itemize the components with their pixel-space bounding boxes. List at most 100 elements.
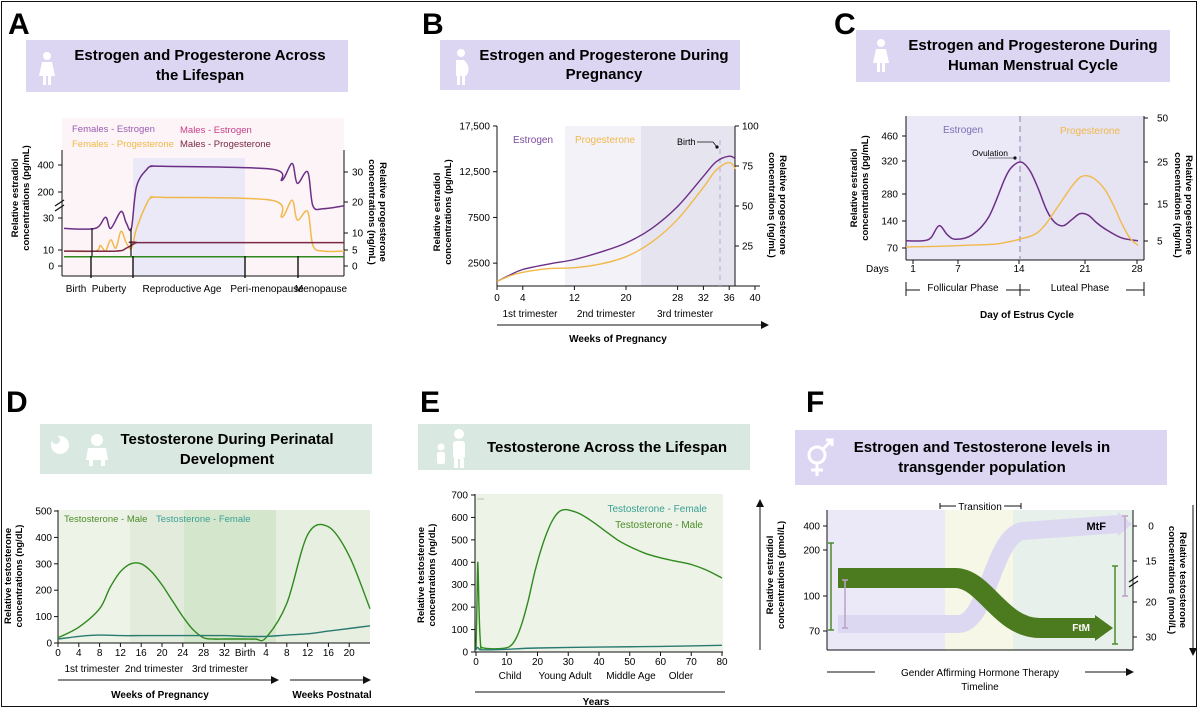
x-tick-label: 28 bbox=[198, 648, 210, 659]
panel-b-ylabel-left-2: concentrations (pg/mL) bbox=[443, 159, 454, 265]
x-tick-label: 80 bbox=[716, 657, 728, 668]
y-tick-label: 100 bbox=[35, 612, 52, 623]
y-tick-label: 400 bbox=[35, 533, 52, 544]
panel-a-stage-labels: Birth Puberty Reproductive Age Peri-menopau… bbox=[66, 284, 348, 295]
y-tick-label: 50 bbox=[742, 202, 754, 213]
panel-d: D Testosterone During Perinatal Developm… bbox=[3, 386, 372, 701]
series-line-progesterone bbox=[496, 161, 737, 283]
x-tick-label: 16 bbox=[323, 648, 335, 659]
timeline-label-bg bbox=[875, 665, 1085, 677]
panel-f-ylabel-right-2: concentrations (nmol/L) bbox=[1166, 526, 1177, 634]
phase-label-bg bbox=[920, 280, 1006, 294]
panel-d-ylabel-2: concentrations (ng/dL) bbox=[14, 525, 25, 628]
panel-c-xlabel: Day of Estrus Cycle bbox=[980, 310, 1074, 321]
x-tick-label: 8 bbox=[284, 648, 290, 659]
panel-a-title-line1: Estrogen and Progesterone Across bbox=[74, 47, 325, 64]
x-tick-label: 40 bbox=[749, 293, 761, 304]
panel-c-ovulation-label: Ovulation bbox=[972, 148, 1008, 158]
panel-b-ylabel-right-1: Relative progesterone bbox=[777, 155, 788, 255]
panel-c-luteal-shade bbox=[1020, 116, 1144, 260]
series-line-testosterone-female bbox=[57, 625, 371, 640]
y-tick-label: 30 bbox=[1145, 633, 1157, 644]
fetus-icon bbox=[51, 436, 69, 454]
panel-e-age-labels: Child Young Adult Middle Age Older bbox=[499, 671, 694, 682]
panel-f-transition-label: Transition bbox=[958, 502, 1002, 513]
trimester-label: 2nd trimester bbox=[577, 309, 636, 320]
y-tick-label: 15 bbox=[1145, 557, 1157, 568]
panel-c-phase-bracket bbox=[905, 282, 1145, 296]
panel-a-reproductive-shade bbox=[133, 158, 245, 276]
y-tick-label: 25 bbox=[1157, 158, 1169, 169]
series-line-testosterone-female bbox=[475, 644, 723, 651]
x-tick-label: 50 bbox=[624, 657, 636, 668]
panel-c-ylabel-left-1: Relative estradiol bbox=[849, 149, 860, 228]
panel-a-title-line2: the Lifespan bbox=[156, 67, 244, 84]
y-tick-label: 70 bbox=[809, 627, 821, 638]
panel-f-letter: F bbox=[806, 386, 824, 419]
panel-d-series bbox=[57, 523, 371, 642]
gender-symbol-icon bbox=[807, 438, 834, 476]
axis-break-mark bbox=[54, 199, 65, 207]
y-tick-label: 500 bbox=[451, 535, 468, 546]
x-tick-label: 20 bbox=[620, 293, 632, 304]
panel-a-ylabel-right-1: Relative progesterone bbox=[377, 162, 388, 262]
y-tick-label: 10 bbox=[352, 229, 364, 240]
panel-d-third-trimester-shade bbox=[184, 510, 276, 643]
series-line-females-progesterone bbox=[63, 196, 345, 253]
panel-f-ylabel-left-1: Relative estradiol bbox=[765, 536, 776, 615]
y-tick-label: 100 bbox=[742, 122, 759, 133]
ovulation-dot bbox=[1013, 156, 1017, 160]
legend-testosterone-male: Testosterone - Male bbox=[64, 514, 147, 525]
panel-b-title-line1: Estrogen and Progesterone During bbox=[479, 47, 728, 64]
panel-e: E Testosterone Across the Lifespan Testo… bbox=[416, 386, 750, 708]
panel-d-trimester-labels: 1st trimester 2nd trimester 3rd trimester bbox=[64, 664, 248, 675]
x-tick-label: 16 bbox=[136, 648, 148, 659]
y-tick-label: 460 bbox=[881, 132, 898, 143]
panel-c-days-label: Days bbox=[866, 264, 889, 275]
panel-e-letter: E bbox=[420, 386, 440, 419]
panel-d-xlabel-pregnancy: Weeks of Pregnancy bbox=[111, 690, 209, 701]
error-bar-estradiol-ftm bbox=[828, 542, 834, 631]
error-bar-testosterone-ftm bbox=[1112, 565, 1118, 645]
baby-icon bbox=[86, 434, 108, 466]
x-tick-label: 10 bbox=[501, 657, 513, 668]
panel-c-left-ticks: 460 320 280 140 70 bbox=[881, 132, 906, 255]
panel-c-follicular-label: Follicular Phase bbox=[927, 283, 999, 294]
panel-b-progesterone-label: Progesterone bbox=[575, 135, 635, 146]
birth-pointer bbox=[697, 141, 718, 148]
x-tick-label: 7 bbox=[955, 264, 961, 275]
legend-males-progesterone: Males - Progesterone bbox=[180, 139, 271, 150]
panel-c-x-ticks: 1 7 14 21 28 bbox=[910, 260, 1143, 275]
x-tick-label: 0 bbox=[55, 648, 61, 659]
panel-e-y-ticks: 700 600 500 400 300 200 100 0 bbox=[451, 491, 475, 659]
panel-a-series bbox=[63, 162, 345, 258]
panel-f-xlabel-line1-b: Gender Affirming Hormone Therapy bbox=[901, 668, 1059, 679]
age-group-label: Middle Age bbox=[606, 671, 656, 682]
panel-f-title-box bbox=[795, 430, 1167, 485]
panel-a-ylabel-right-2: concentrations (ng/mL) bbox=[366, 159, 377, 265]
series-line-males-estrogen bbox=[63, 241, 344, 253]
panel-f: F Estrogen and Testosterone levels in tr… bbox=[756, 386, 1197, 693]
panel-b-ylabel-right-2: concentrations (ng/mL) bbox=[766, 152, 777, 258]
panel-d-letter: D bbox=[6, 386, 28, 419]
y-tick-label: 400 bbox=[803, 522, 820, 533]
birth-dot bbox=[715, 145, 719, 149]
x-tick-label: 30 bbox=[563, 657, 575, 668]
panel-a-ylabel-left-2: concentrations (pg/mL) bbox=[21, 145, 32, 251]
stage-label: Puberty bbox=[92, 284, 126, 295]
y-tick-label: 75 bbox=[742, 162, 754, 173]
panel-c-ylabel-left-2: concentrations (pg/mL) bbox=[860, 135, 871, 241]
y-tick-label: 2500 bbox=[468, 259, 491, 270]
panel-e-series bbox=[475, 508, 723, 651]
panel-b-progesterone-shade bbox=[565, 126, 641, 286]
panel-d-title-line1: Testosterone During Perinatal bbox=[120, 431, 333, 448]
y-tick-label: 200 bbox=[803, 546, 820, 557]
y-tick-label: 20 bbox=[352, 198, 364, 209]
panel-f-title-line1: Estrogen and Testosterone levels in bbox=[854, 439, 1110, 456]
woman-icon bbox=[873, 39, 889, 72]
panel-c: C Estrogen and Progesterone During Human… bbox=[834, 8, 1194, 321]
mtf-label: MtF bbox=[1086, 521, 1106, 533]
y-tick-label: 200 bbox=[451, 603, 468, 614]
legend-males-estrogen: Males - Estrogen bbox=[180, 125, 252, 136]
